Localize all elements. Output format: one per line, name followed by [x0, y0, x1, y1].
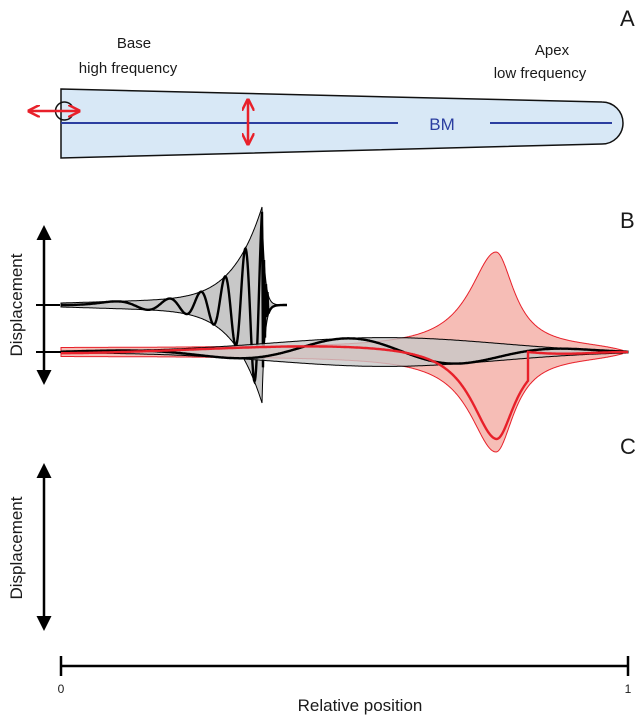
membrane-label: BM [429, 115, 455, 134]
panel-b: B Displacement [7, 206, 635, 404]
c-y-axis-label: Displacement [7, 496, 26, 599]
x-tick-label-0: 0 [58, 682, 65, 696]
panel-c-letter: C [620, 434, 636, 459]
apex-label-line1: Apex [535, 42, 570, 59]
panel-b-letter: B [620, 208, 635, 233]
base-label-line2: high frequency [79, 60, 178, 77]
panel-a: A Base high frequency Apex low frequency… [30, 6, 635, 159]
panel-c: C Displacement [7, 251, 636, 631]
c-wave-red [61, 345, 628, 441]
panel-a-letter: A [620, 6, 635, 31]
base-label-line1: Base [117, 35, 151, 52]
x-axis-label: Relative position [298, 696, 423, 715]
apex-label-line2: low frequency [494, 65, 587, 82]
x-axis: 0 1 Relative position [58, 656, 632, 715]
b-traveling-wave [61, 211, 287, 385]
b-y-axis-label: Displacement [7, 253, 26, 356]
x-tick-label-1: 1 [625, 682, 632, 696]
